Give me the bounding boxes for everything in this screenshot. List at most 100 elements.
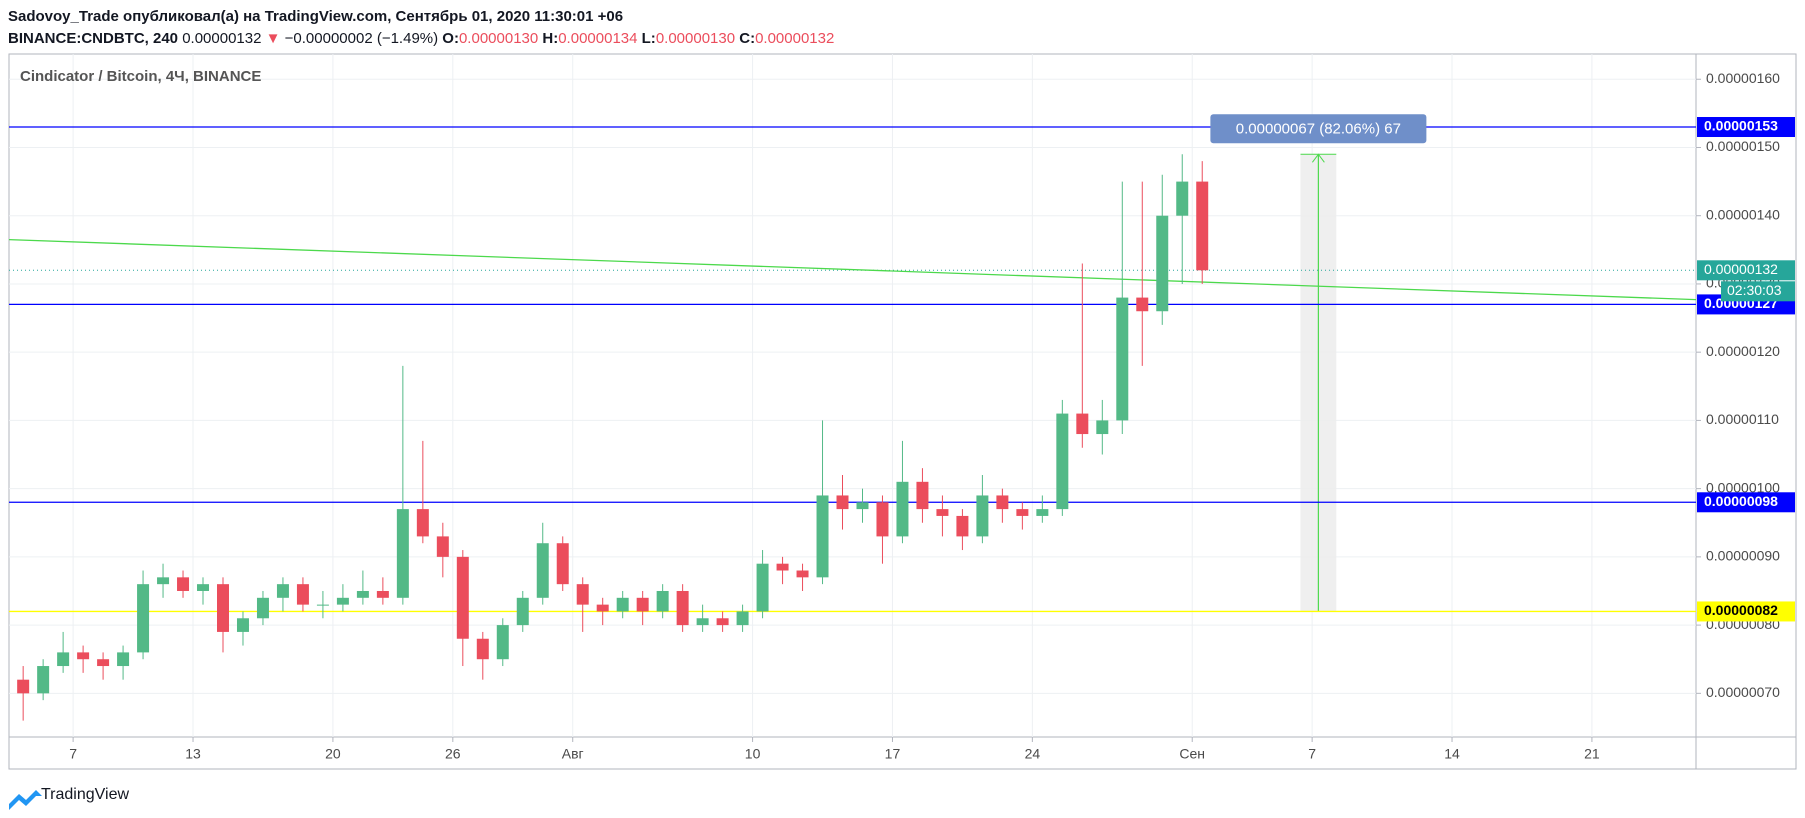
x-tick-label: 13 [185, 746, 201, 762]
x-tick-label: 7 [69, 746, 77, 762]
candle-body [836, 495, 849, 510]
candle-body [316, 604, 329, 606]
price-label-box [1697, 601, 1795, 622]
candle-body [596, 604, 609, 612]
frame [8, 53, 1797, 770]
c: 0.00000132 [755, 30, 835, 47]
candle-body [856, 502, 869, 510]
last-price-box [1697, 260, 1795, 281]
y-tick-label: 0.00000120 [1706, 343, 1780, 359]
y-tick-label: 0.00000150 [1706, 138, 1780, 154]
candle-body [556, 543, 569, 585]
candle-body [137, 584, 150, 653]
o: 0.00000130 [458, 30, 539, 47]
candle-body [456, 556, 469, 639]
candle-body [236, 618, 249, 632]
candle-body [1136, 297, 1149, 312]
change: −0.00000002 (−1.49%) [284, 30, 439, 47]
author: Sadovoy_Trade опубликовал(а) на TradingV… [8, 8, 624, 25]
brand: TradingView [41, 786, 129, 803]
candle-body [157, 577, 170, 585]
y-tick-label: 0.00000110 [1706, 411, 1779, 427]
candle-body [97, 659, 110, 667]
x-tick-label: 20 [325, 746, 341, 762]
candle-body [217, 584, 229, 632]
candle-body [57, 652, 70, 667]
header: Sadovoy_Trade опубликовал(а) на TradingV… [8, 6, 834, 50]
l: 0.00000130 [655, 30, 736, 47]
grid [9, 54, 1696, 737]
candle-body [576, 584, 589, 605]
last: 0.00000132 [182, 30, 262, 47]
x-tick-label: 26 [445, 746, 461, 762]
candle-body [17, 679, 30, 694]
candle-body [1156, 215, 1169, 312]
x-tick-label: Авг [562, 746, 584, 762]
y-tick-label: 0.00000100 [1706, 479, 1780, 495]
x-tick-label: 14 [1444, 746, 1460, 762]
y-tick-label: 0.00000070 [1706, 684, 1780, 700]
price-label-box [1697, 117, 1795, 138]
candle-body [936, 509, 949, 516]
x-tick-label: 24 [1025, 746, 1041, 762]
candle-body [197, 584, 210, 591]
candle-body [536, 543, 549, 598]
candle-body [1056, 413, 1069, 510]
h-label: H: [542, 30, 559, 47]
plot [8, 126, 1697, 721]
candle-body [1116, 297, 1129, 421]
candle-body [1076, 413, 1089, 435]
candle-body [1096, 420, 1109, 435]
candle-body [896, 481, 909, 537]
candle-body [496, 625, 509, 660]
candle-body [1176, 181, 1189, 216]
candle-body [356, 590, 369, 598]
measure-label: 0.00000067 (82.06%) 67 [1236, 120, 1401, 137]
c-label: C: [739, 30, 756, 47]
candle-body [416, 509, 429, 537]
price-label: 0.00000153 [1704, 118, 1778, 134]
candle-body [696, 618, 709, 626]
y-tick-label: 0.00000090 [1706, 548, 1780, 564]
candle-body [956, 515, 969, 537]
candle-body [1016, 509, 1029, 516]
candle-body [716, 618, 729, 626]
candle-body [796, 570, 809, 578]
candle-body [916, 481, 929, 510]
candle-body [756, 563, 769, 612]
candle-body [436, 536, 449, 557]
candle-body [177, 577, 190, 591]
candle-body [296, 584, 309, 605]
last-price-label: 0.00000132 [1704, 261, 1778, 277]
x-tick-label: 17 [885, 746, 901, 762]
logo-icon [9, 790, 42, 810]
x-tick-label: Сен [1179, 746, 1205, 762]
symbol: BINANCE:CNDBTC, 240 [8, 30, 179, 47]
candle-body [816, 495, 829, 578]
candle-body [37, 666, 50, 694]
candle-body [636, 597, 649, 612]
candle-body [117, 652, 130, 667]
measure-label-box [1210, 114, 1427, 144]
x-tick-label: 21 [1584, 746, 1600, 762]
o-label: O: [442, 30, 459, 47]
author-line: Sadovoy_Trade опубликовал(а) на TradingV… [8, 6, 834, 28]
candle-body [616, 597, 629, 612]
y-tick-label: 0.00000140 [1706, 206, 1780, 222]
countdown: 02:30:03 [1727, 282, 1782, 298]
countdown-box [1721, 281, 1795, 302]
trendline [8, 238, 1697, 301]
h: 0.00000134 [558, 30, 638, 47]
candle-body [256, 597, 269, 619]
x-tick-label: 7 [1308, 746, 1316, 762]
x-tick-label: 10 [745, 746, 761, 762]
candle-body [77, 652, 90, 660]
logo: TradingView [9, 786, 129, 810]
candle-body [336, 597, 349, 605]
candle-body [876, 502, 889, 537]
candle-body [996, 495, 1009, 510]
candle-body [656, 590, 669, 612]
candle-body [396, 509, 409, 598]
